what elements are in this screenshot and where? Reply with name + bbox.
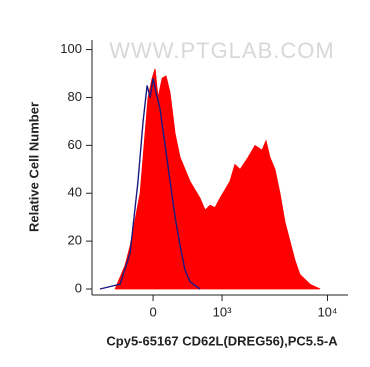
histogram-line [99,78,201,290]
y-tick-label: 60 [68,137,82,152]
x-tick-label: 0 [149,304,156,319]
x-tick-label: 10⁴ [317,304,337,319]
y-tick-label: 100 [60,41,82,56]
histogram-area [114,68,321,290]
watermark: WWW.PTGLAB.COM [109,38,334,63]
y-axis-title: Relative Cell Number [26,102,41,232]
y-tick-label: 0 [75,280,82,295]
x-tick-label: 10³ [213,304,232,319]
y-tick-label: 20 [68,233,82,248]
x-axis-title: Cpy5-65167 CD62L(DREG56),PC5.5-A [106,333,338,348]
y-tick-label: 40 [68,185,82,200]
y-tick-label: 80 [68,89,82,104]
